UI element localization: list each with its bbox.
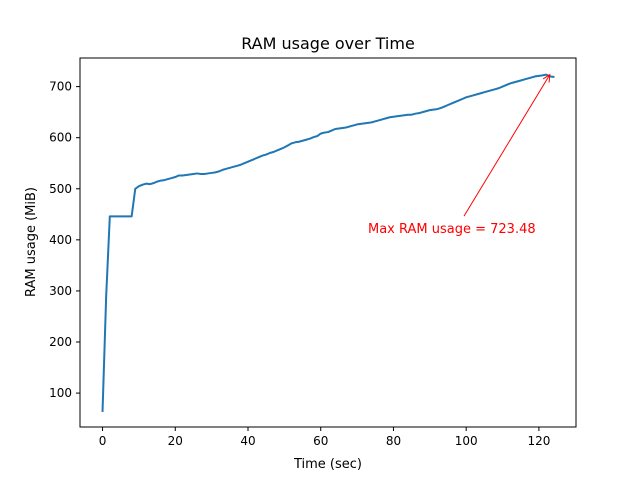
x-tick-label: 0 <box>99 434 107 448</box>
y-tick-label: 300 <box>49 284 72 298</box>
y-tick-label: 600 <box>49 131 72 145</box>
chart-title: RAM usage over Time <box>241 34 415 53</box>
y-tick-label: 400 <box>49 233 72 247</box>
annotation-arrow-head <box>542 73 551 83</box>
y-tick-label: 500 <box>49 182 72 196</box>
annotation-label: Max RAM usage = 723.48 <box>368 222 536 237</box>
x-tick-label: 60 <box>313 434 328 448</box>
axes-frame <box>79 57 577 428</box>
annotation-arrow-shaft <box>463 74 551 217</box>
x-axis-label: Time (sec) <box>293 457 362 472</box>
y-tick-label: 700 <box>49 80 72 94</box>
y-tick-label: 200 <box>49 335 72 349</box>
x-tick-label: 120 <box>527 434 550 448</box>
x-tick-label: 100 <box>455 434 478 448</box>
series-line-0 <box>101 73 555 412</box>
plot-area: 0 20 40 60 80 100 120 100 200 300 400 500 600 700 Max … <box>49 57 577 448</box>
y-tick-label: 100 <box>49 386 72 400</box>
x-tick-label: 20 <box>168 434 183 448</box>
x-tick-label: 80 <box>386 434 401 448</box>
x-tick-label: 40 <box>240 434 255 448</box>
y-axis-label: RAM usage (MiB) <box>24 187 39 297</box>
